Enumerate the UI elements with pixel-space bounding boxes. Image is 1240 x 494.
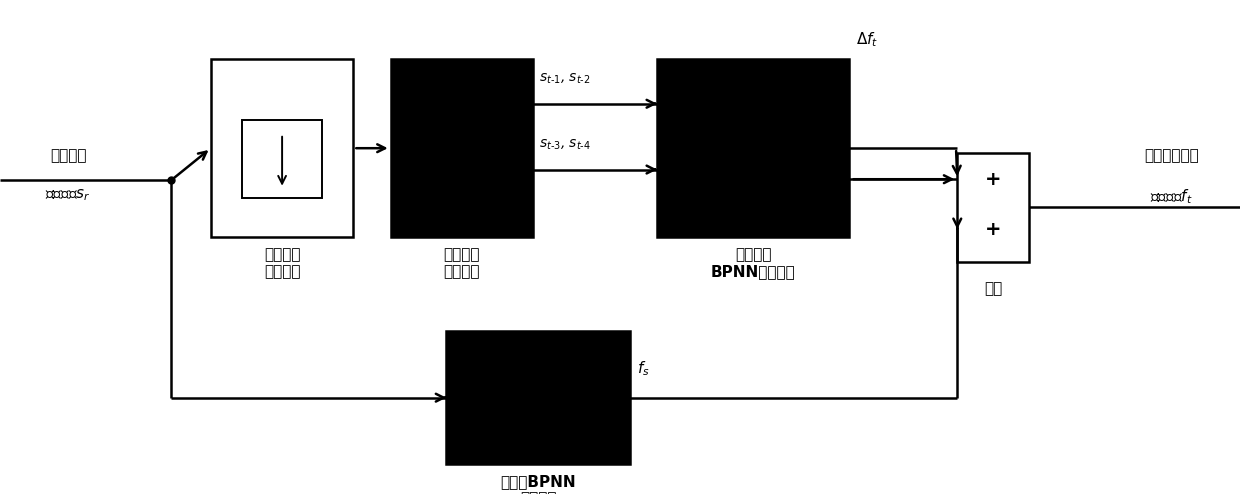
Text: 稳态项BPNN
预测模块: 稳态项BPNN 预测模块 xyxy=(501,474,575,494)
Text: 瞬态增量
BPNN预测模块: 瞬态增量 BPNN预测模块 xyxy=(711,247,796,280)
Bar xyxy=(657,59,849,237)
Text: $\Delta \mathit{f}_t$: $\Delta \mathit{f}_t$ xyxy=(856,30,878,49)
Text: 振动位移
记录模块: 振动位移 记录模块 xyxy=(264,247,300,280)
Bar xyxy=(391,59,533,237)
Bar xyxy=(211,59,353,237)
Text: $s_{t\text{-}3}$, $s_{t\text{-}4}$: $s_{t\text{-}3}$, $s_{t\text{-}4}$ xyxy=(539,138,591,152)
Text: 转子径向: 转子径向 xyxy=(50,148,87,163)
Text: 润滑性能$\mathit{f}_t$: 润滑性能$\mathit{f}_t$ xyxy=(1151,188,1193,206)
Text: +: + xyxy=(985,170,1002,189)
Text: 振动位移$\mathit{s}_r$: 振动位移$\mathit{s}_r$ xyxy=(46,188,91,204)
Text: 振动位移
提取模块: 振动位移 提取模块 xyxy=(444,247,480,280)
Text: 滚动轴承瞬态: 滚动轴承瞬态 xyxy=(1145,148,1199,163)
Text: $s_{t\text{-}1}$, $s_{t\text{-}2}$: $s_{t\text{-}1}$, $s_{t\text{-}2}$ xyxy=(539,72,591,86)
Text: +: + xyxy=(985,220,1002,239)
Bar xyxy=(242,120,322,198)
Text: $\mathit{f}_s$: $\mathit{f}_s$ xyxy=(637,359,650,378)
Bar xyxy=(446,331,630,464)
Bar xyxy=(957,153,1029,262)
Text: 求和: 求和 xyxy=(985,282,1002,296)
